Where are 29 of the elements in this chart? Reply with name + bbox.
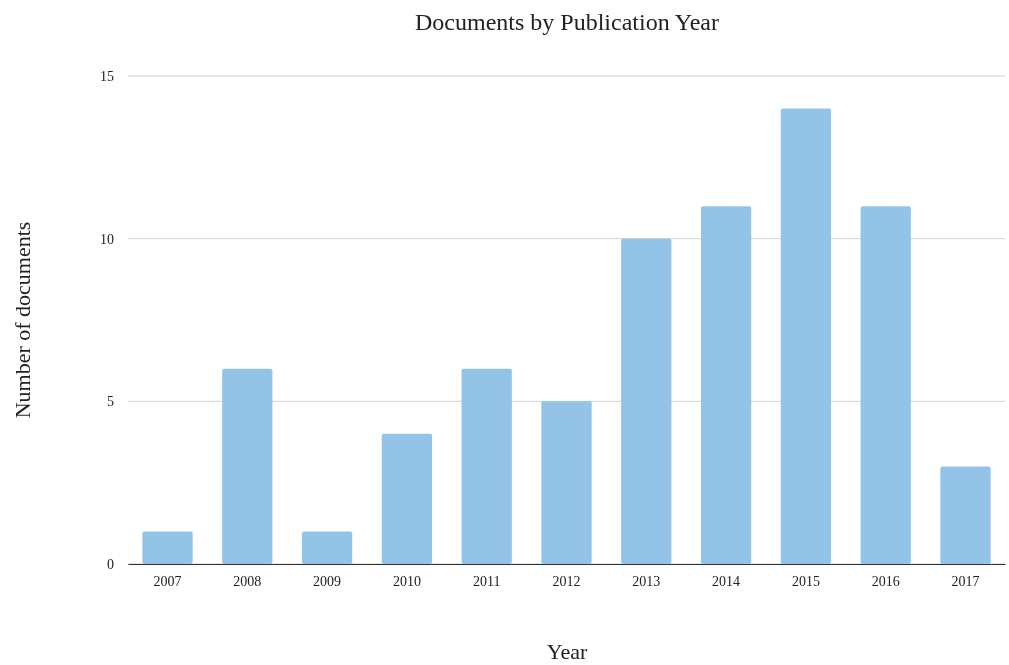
x-tick-label: 2017 (951, 573, 980, 589)
x-tick-label: 2009 (313, 573, 342, 589)
x-tick-label: 2007 (153, 573, 182, 589)
x-tick-label: 2010 (392, 573, 421, 589)
x-tick-label: 2013 (632, 573, 661, 589)
bar (700, 206, 752, 564)
bar (301, 531, 353, 564)
bar (780, 108, 832, 564)
x-tick-label: 2008 (233, 573, 262, 589)
y-tick-label: 0 (107, 556, 114, 572)
bar (461, 368, 512, 564)
bar (860, 206, 911, 564)
x-tick-label: 2016 (871, 573, 900, 589)
x-tick-label: 2014 (712, 573, 741, 589)
bar (621, 238, 672, 564)
chart-title: Documents by Publication Year (415, 9, 719, 35)
y-axis-title: Number of documents (10, 221, 35, 419)
bar (142, 531, 193, 564)
x-tick-label: 2015 (791, 573, 820, 589)
x-tick-label: 2012 (552, 573, 581, 589)
y-tick-label: 10 (100, 231, 114, 247)
bar (541, 401, 592, 564)
bar (940, 466, 991, 564)
y-tick-label: 15 (100, 68, 114, 84)
x-axis-title: Year (546, 639, 588, 664)
bar (222, 368, 273, 564)
x-tick-label: 2011 (472, 573, 501, 589)
y-tick-label: 5 (107, 394, 114, 410)
bar (381, 433, 433, 564)
